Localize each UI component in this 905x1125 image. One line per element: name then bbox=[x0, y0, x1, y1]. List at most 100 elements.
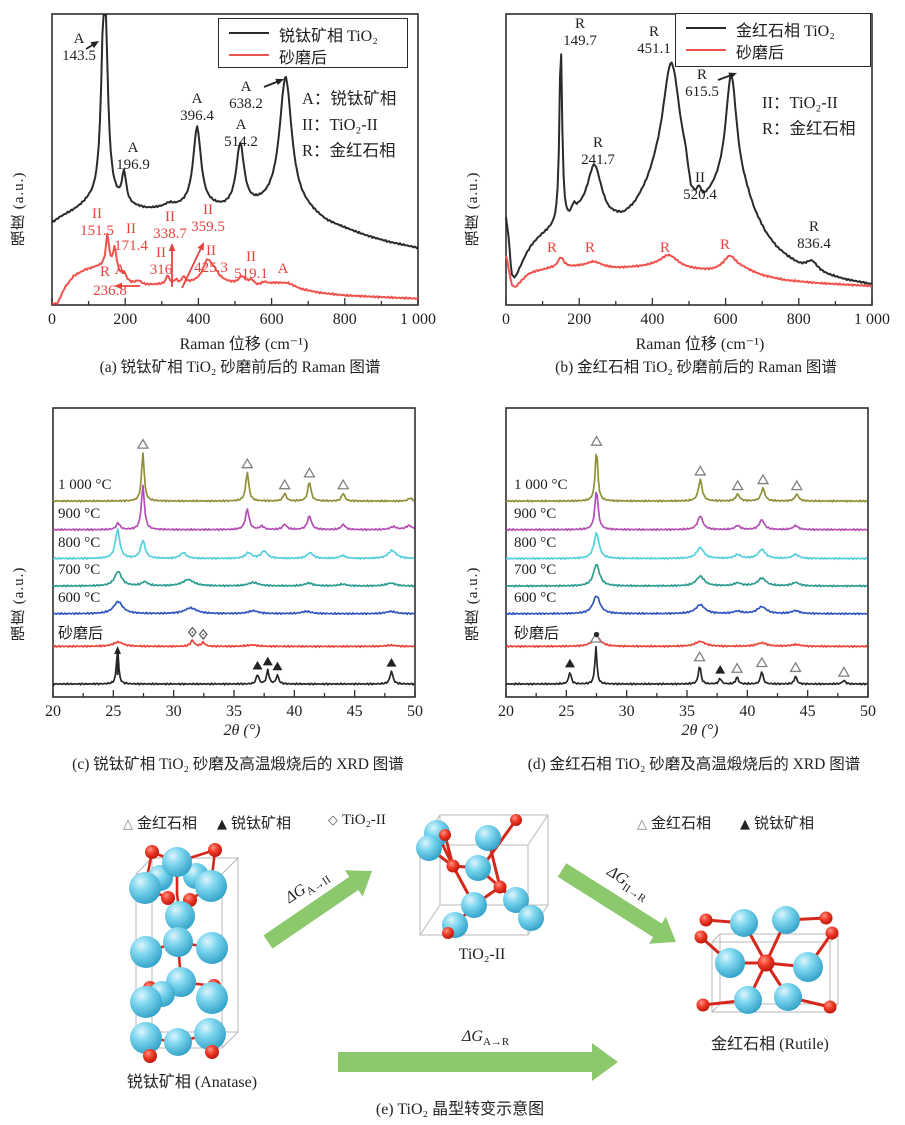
panel-a-raman-anatase: 强度 (a.u.) Raman 位移 (cm⁻¹) (a) 锐钛矿相 TiO₂ … bbox=[0, 0, 452, 392]
filled-triangle-icon: ▲ bbox=[740, 817, 750, 832]
series-base bbox=[505, 645, 868, 686]
tick-label: 50 bbox=[407, 703, 423, 720]
peak-annotation: R 615.5 bbox=[685, 67, 719, 100]
open-triangle-marker bbox=[837, 666, 850, 677]
delta-g-main: ΔG bbox=[462, 1028, 483, 1045]
peak-annotation: II 425.3 bbox=[194, 243, 228, 276]
phase-note-line: R：金红石相 bbox=[302, 141, 396, 161]
peak-annotation: A 396.4 bbox=[180, 91, 214, 124]
plot-d bbox=[505, 407, 869, 698]
tick-label: 20 bbox=[45, 703, 61, 720]
tick-label: 400 bbox=[640, 311, 665, 328]
trace-label-d: 砂磨后 bbox=[514, 626, 560, 643]
tick-label: 40 bbox=[739, 703, 756, 720]
open-triangle-marker bbox=[755, 656, 768, 668]
series-700 °C bbox=[52, 570, 415, 588]
tick-label: 1 000 bbox=[854, 311, 890, 328]
plot-a bbox=[51, 13, 419, 306]
filled-triangle-marker bbox=[564, 658, 575, 668]
open-triangle-marker bbox=[303, 467, 316, 478]
panel-b-raman-rutile: 强度 (a.u.) Raman 位移 (cm⁻¹) (b) 金红石相 TiO₂ … bbox=[452, 0, 905, 392]
peak-annotation: II 359.5 bbox=[191, 202, 225, 235]
peak-annotation: R 241.7 bbox=[581, 135, 615, 168]
phase-note-line: II：TiO₂-II bbox=[762, 93, 838, 112]
x-axis-label-a: Raman 位移 (cm⁻¹) bbox=[179, 336, 309, 353]
symbol-legend-c-anatase: ▲ 锐钛矿相 bbox=[217, 812, 291, 833]
symbol-legend-label: 锐钛矿相 bbox=[754, 816, 815, 832]
delta-g-a-r-label: ΔGA→R bbox=[462, 1028, 509, 1048]
tick-label: 50 bbox=[860, 703, 876, 720]
trace-label-c: 700 °C bbox=[58, 562, 101, 579]
open-triangle-marker bbox=[693, 650, 706, 662]
open-triangle-marker bbox=[136, 438, 150, 449]
series-砂磨后 bbox=[505, 253, 873, 288]
peak-annotation: R bbox=[99, 264, 111, 280]
symbol-legend-d-rutile: △ 金红石相 bbox=[637, 812, 711, 833]
phase-note-line: II：TiO₂-II bbox=[302, 115, 378, 135]
plot-b bbox=[505, 13, 873, 306]
tick-label: 35 bbox=[679, 703, 695, 720]
tick-label: 200 bbox=[567, 311, 592, 328]
tick-label: 800 bbox=[332, 311, 357, 328]
symbol-legend-d-anatase: ▲ 锐钛矿相 bbox=[740, 812, 814, 833]
x-axis-label-c: 2θ (°) bbox=[223, 722, 261, 739]
open-triangle-marker bbox=[337, 478, 350, 490]
series-砂磨后 bbox=[505, 635, 868, 649]
open-triangle-marker bbox=[590, 435, 603, 446]
panel-c-xrd-anatase: 强度 (a.u.) 2θ (°) (c) 锐钛矿相 TiO₂ 砂磨及高温煅烧后的… bbox=[0, 395, 452, 832]
peak-annotation: R 836.4 bbox=[797, 219, 831, 252]
arrow-tio2ii-to-rutile bbox=[557, 863, 676, 944]
series-砂磨后 bbox=[51, 232, 419, 305]
open-triangle-marker bbox=[731, 479, 744, 491]
open-triangle-icon: △ bbox=[123, 817, 133, 832]
series-1 000 °C bbox=[52, 452, 415, 503]
open-triangle-marker bbox=[756, 473, 770, 485]
series-砂磨后 bbox=[52, 639, 415, 649]
filled-triangle-marker bbox=[262, 656, 273, 666]
diagram-graphics bbox=[129, 814, 839, 1081]
peak-annotation: R 149.7 bbox=[563, 16, 597, 49]
series-1 000 °C bbox=[505, 453, 868, 503]
tick-label: 45 bbox=[346, 703, 363, 720]
tick-label: 0 bbox=[48, 311, 56, 328]
peak-annotation: R bbox=[546, 240, 558, 256]
phase-note-line: A：锐钛矿相 bbox=[302, 89, 397, 108]
symbol-legend-label: 金红石相 bbox=[137, 816, 198, 832]
trace-label-c: 1 000 °C bbox=[58, 477, 112, 494]
peak-annotation: A 638.2 bbox=[229, 79, 263, 112]
symbol-legend-c-tio2ii: ◇ TiO₂-II bbox=[328, 812, 386, 829]
tick-label: 40 bbox=[286, 703, 303, 720]
peak-annotation: R bbox=[719, 237, 731, 253]
peak-annotation: A bbox=[277, 261, 289, 277]
peak-annotation: II 519.1 bbox=[234, 249, 268, 282]
peak-annotation: R bbox=[584, 240, 596, 256]
trace-label-c: 900 °C bbox=[58, 505, 101, 522]
series-800 °C bbox=[505, 532, 868, 561]
caption-d: (d) 金红石相 TiO₂ 砂磨及高温煅烧后的 XRD 图谱 bbox=[527, 756, 861, 773]
tick-label: 30 bbox=[165, 703, 182, 720]
tick-label: 25 bbox=[558, 703, 575, 720]
series-900 °C bbox=[52, 484, 415, 532]
tio2ii-label: TiO₂-II bbox=[458, 946, 506, 963]
anatase-structure bbox=[129, 843, 239, 1063]
tio2ii-structure bbox=[416, 814, 549, 939]
trace-label-d: 700 °C bbox=[514, 562, 557, 579]
tick-label: 600 bbox=[713, 311, 738, 328]
peak-annotation: II 151.5 bbox=[80, 206, 114, 239]
tick-label: 1 000 bbox=[400, 311, 436, 328]
series-800 °C bbox=[52, 528, 415, 561]
filled-triangle-icon: ▲ bbox=[217, 817, 227, 832]
panel-d-xrd-rutile: 强度 (a.u.) 2θ (°) (d) 金红石相 TiO₂ 砂磨及高温煅烧后的… bbox=[452, 395, 905, 832]
caption-c: (c) 锐钛矿相 TiO₂ 砂磨及高温煅烧后的 XRD 图谱 bbox=[72, 756, 404, 773]
tick-label: 20 bbox=[498, 703, 514, 720]
legend-line-sample bbox=[229, 54, 269, 57]
trace-label-d: 600 °C bbox=[514, 589, 557, 606]
peak-annotation: R 451.1 bbox=[637, 24, 671, 57]
phase-note: A：锐钛矿相 II：TiO₂-II R：金红石相 bbox=[302, 86, 396, 164]
peak-annotation: II 520.4 bbox=[683, 170, 717, 203]
x-axis-label-b: Raman 位移 (cm⁻¹) bbox=[635, 336, 765, 353]
dot-marker bbox=[593, 631, 600, 638]
rutile-structure bbox=[694, 906, 839, 1014]
series-base bbox=[52, 648, 415, 686]
